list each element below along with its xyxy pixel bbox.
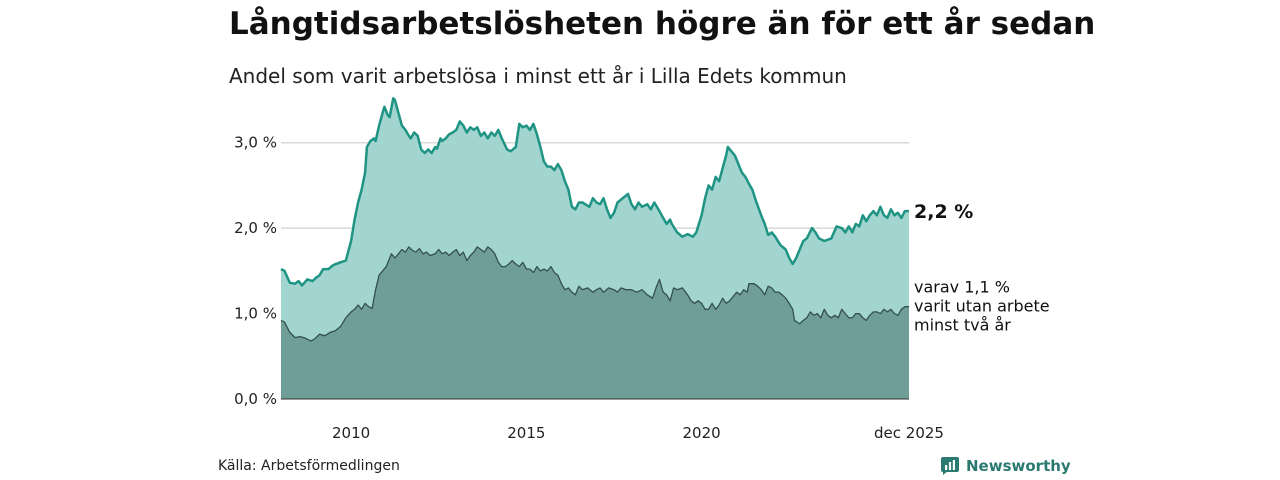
source-note: Källa: Arbetsförmedlingen [218,458,400,474]
end-label-long-term-line-1: varit utan arbete [914,297,1050,316]
x-tick-labels: 2010 2015 2020 dec 2025 [332,424,944,442]
end-label-long-term-line-0: varav 1,1 % [914,278,1010,297]
area-layer [281,98,909,400]
y-tick-labels: 0,0 % 1,0 % 2,0 % 3,0 % [234,134,277,408]
x-tick-label-2: 2020 [683,424,721,442]
area-long-term [281,246,909,399]
brand-name: Newsworthy [966,457,1071,475]
end-label-total: 2,2 % [914,201,973,223]
newsworthy-logo-icon [941,457,959,475]
y-tick-label-2: 2,0 % [234,219,277,237]
chart-subtitle: Andel som varit arbetslösa i minst ett å… [229,64,847,88]
x-tick-label-1: 2015 [507,424,545,442]
y-tick-label-3: 3,0 % [234,134,277,152]
x-tick-label-3: dec 2025 [874,424,944,442]
line-layer [280,97,909,342]
line-total [280,97,909,287]
y-tick-label-0: 0,0 % [234,390,277,408]
y-tick-label-1: 1,0 % [234,305,277,323]
x-tick-label-0: 2010 [332,424,370,442]
chart-title: Långtidsarbetslösheten högre än för ett … [229,6,1096,42]
brand-logo: Newsworthy [940,456,1071,476]
line-long-term [280,246,909,342]
end-label-long-term-line-2: minst två år [914,316,1011,335]
